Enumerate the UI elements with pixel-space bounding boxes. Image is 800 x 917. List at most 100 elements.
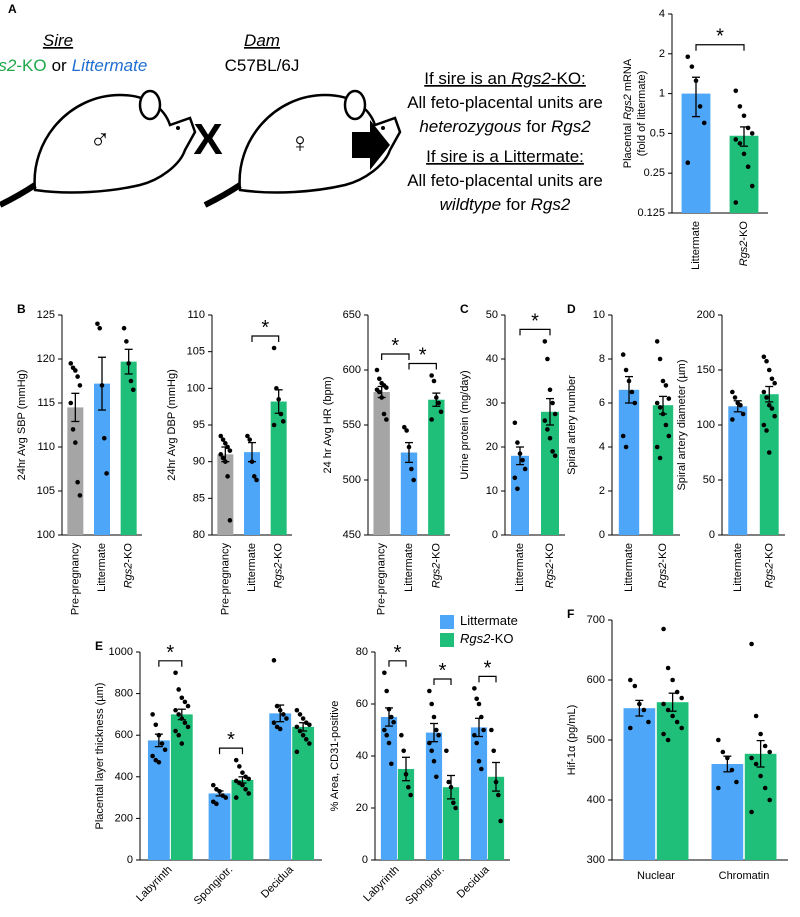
y-tick-label: 40 [486,353,498,365]
y-tick-label: 150 [697,364,715,376]
legend-swatch [440,633,454,647]
bar [541,411,559,535]
y-tick-label: 0 [127,854,133,866]
data-point [761,422,767,428]
data-point [271,345,277,351]
data-point [434,774,439,780]
significance-bracket [478,675,497,683]
data-point [284,716,289,721]
data-point [176,687,181,692]
y-tick-label: 550 [343,419,361,431]
legend-label: Littermate [460,613,518,628]
male-symbol: ♂ [90,124,111,155]
y-axis-label: Placental Rgs2 mRNA [622,58,634,168]
y-tick-label: 60 [356,698,368,710]
x-tick-label: Rgs2-KO [430,543,442,589]
dam-title: Dam [244,31,280,50]
panel-letter: E [95,639,103,653]
data-point [498,818,503,824]
data-point [411,477,416,483]
data-point [406,784,411,790]
data-point [251,474,257,479]
bar [120,361,137,535]
y-tick-label: 4 [599,441,605,453]
data-point [220,437,226,442]
significance-bracket [388,660,407,667]
data-point [489,727,494,733]
data-point [446,779,451,785]
data-point [661,626,666,632]
y-tick-label: 2 [659,48,665,60]
lm-line2: wildtype for Rgs2 [440,195,571,214]
data-point [386,740,392,746]
bar [270,401,287,535]
cross: X [193,115,222,164]
data-point [223,795,229,800]
data-point [436,400,441,406]
data-point [749,809,754,815]
x-tick-label: Littermate [732,543,744,592]
data-point [223,459,228,464]
data-point [254,477,259,483]
data-point [474,740,479,746]
data-point [685,54,691,60]
significance-star: * [531,311,539,333]
x-tick-label: Littermate [690,221,702,270]
female-symbol: ♀ [290,127,311,158]
data-point [749,183,755,189]
bar [217,454,234,535]
significance-bracket [519,328,551,336]
data-point [491,748,496,754]
data-point [297,712,303,717]
y-tick-label: 110 [37,441,55,453]
y-tick-label: 40 [356,750,368,762]
data-point [552,453,558,459]
ko-gene: for Rgs2 [526,117,591,136]
data-point [399,732,404,738]
data-point [126,361,131,366]
data-point [660,411,666,417]
y-tick-label: 85 [193,492,205,504]
chart: 450 500 550 600 650 24 hr Avg HR (bpm) Pre-pre… [322,309,450,615]
x-tick-label: Littermate [96,543,108,592]
data-point [429,417,434,422]
data-point [657,455,663,461]
x-tick-label: Nuclear [637,870,675,882]
data-point [294,707,300,713]
data-point [772,413,777,419]
data-point [408,792,413,798]
data-point [233,757,239,763]
data-point [303,737,309,742]
chart: 80 85 90 95 100 105 110 24hr Avg DBP (mmHg) Pre-… [166,309,292,615]
bar [67,407,84,535]
data-point [654,339,660,344]
data-point [542,339,548,344]
sire-title: Sire [43,31,73,50]
data-point [249,459,255,464]
data-point [409,466,414,472]
data-point [176,732,181,738]
bar [208,793,231,860]
data-point [766,402,772,408]
y-tick-label: 0 [492,529,498,541]
data-point [764,358,769,364]
data-point [223,441,228,446]
data-point [153,722,159,728]
y-tick-label: 1 [659,88,665,100]
bar [147,740,170,860]
chart: F 300 400 500 600 700 Hif-1α (pg/mL) Nuclear Chr… [566,607,788,882]
x-tick-label: Decidua [455,863,493,901]
data-point [761,389,767,395]
data-point [629,389,635,395]
data-point [374,367,380,373]
ko-line1: All feto-placental units are [407,93,603,112]
data-point [377,389,382,395]
y-tick-label: 95 [193,419,205,431]
bar [656,702,689,860]
data-point [431,378,437,384]
data-point [451,800,456,806]
y-tick-label: 650 [343,309,361,321]
data-point [240,782,245,788]
bar [244,452,260,535]
